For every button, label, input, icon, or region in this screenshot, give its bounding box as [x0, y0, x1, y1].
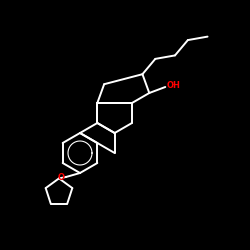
- Text: O: O: [58, 172, 65, 182]
- Text: OH: OH: [166, 82, 180, 90]
